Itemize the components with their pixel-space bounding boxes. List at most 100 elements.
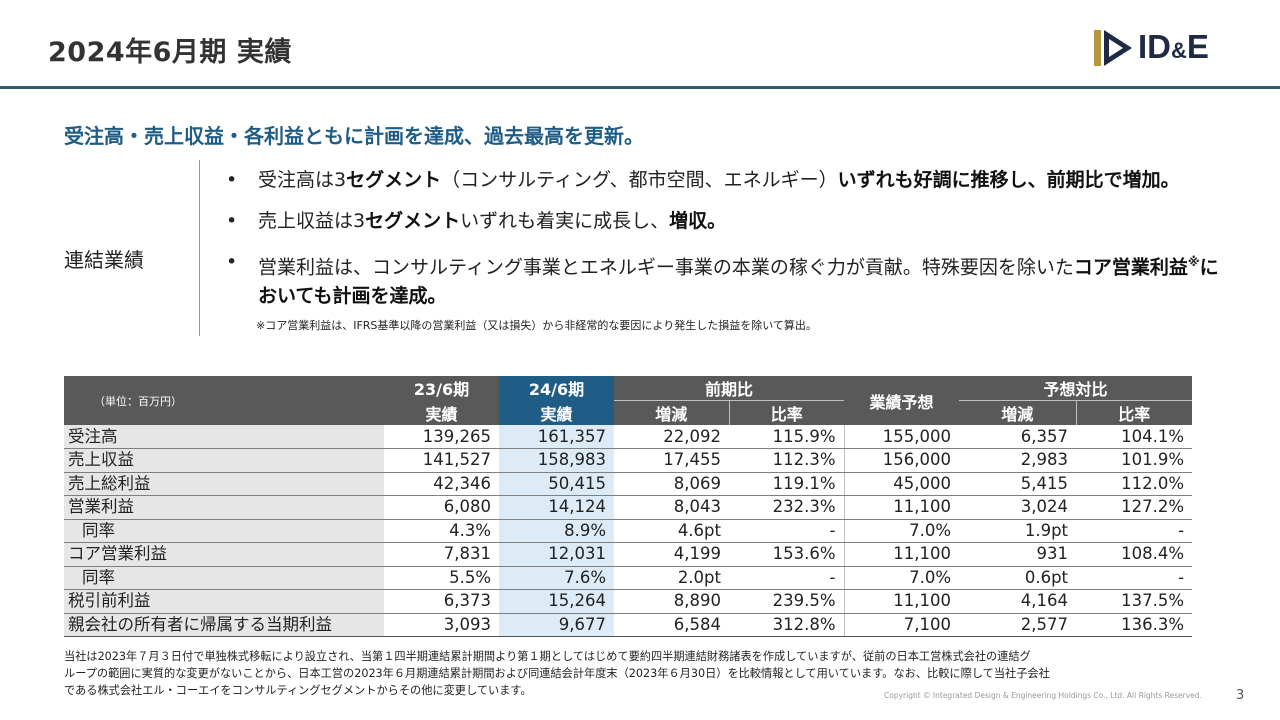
unit-label: （単位：百万円）: [64, 376, 384, 425]
curr-actual-cell: 14,124: [499, 495, 614, 520]
row-label: 同率: [64, 566, 384, 590]
yoy-change-cell: 2.0pt: [614, 566, 729, 590]
bullet-dot: •: [226, 169, 238, 191]
yoy-ratio-header: 比率: [728, 400, 845, 425]
yoy-change-cell: 8,069: [614, 472, 729, 496]
fc-change-cell: 6,357: [959, 425, 1077, 449]
yoy-ratio-cell: 115.9%: [729, 425, 845, 449]
table-row: 営業利益 6,080 14,124 8,043 232.3% 11,100 3,024 127…: [64, 495, 1193, 520]
yoy-change-cell: 22,092: [614, 425, 729, 449]
fc-ratio-cell: 101.9%: [1076, 448, 1193, 473]
yoy-change-cell: 8,890: [614, 589, 729, 614]
page-number: 3: [1236, 688, 1245, 703]
yoy-change-cell: 6,584: [614, 613, 729, 637]
fc-change-cell: 4,164: [959, 589, 1077, 614]
slide-header: 2024年6月期 実績 ID&E: [0, 0, 1280, 89]
fc-ratio-cell: 108.4%: [1076, 542, 1193, 567]
curr-period-header: 24/6期: [499, 376, 614, 401]
row-label: 営業利益: [64, 495, 384, 520]
financial-table: （単位：百万円） 23/6期 24/6期 前期比 業績予想 予想対比 実績 実績…: [64, 376, 1193, 637]
curr-actual-cell: 7.6%: [499, 566, 614, 590]
yoy-ratio-cell: 312.8%: [729, 613, 845, 637]
fc-ratio-cell: 127.2%: [1076, 495, 1193, 520]
forecast-cell: 11,100: [843, 495, 960, 520]
yoy-ratio-cell: 153.6%: [729, 542, 845, 567]
yoy-ratio-cell: -: [729, 566, 845, 590]
fc-ratio-cell: 137.5%: [1076, 589, 1193, 614]
section-divider: [199, 160, 200, 336]
forecast-cell: 11,100: [843, 589, 960, 614]
prev-actual-cell: 141,527: [384, 448, 499, 473]
copyright: Copyright © Integrated Design & Engineer…: [884, 691, 1202, 700]
row-label: 受注高: [64, 425, 384, 449]
forecast-cell: 7,100: [843, 613, 960, 637]
yoy-change-cell: 4,199: [614, 542, 729, 567]
prev-actual-cell: 7,831: [384, 542, 499, 567]
fc-change-cell: 5,415: [959, 472, 1077, 496]
yoy-ratio-cell: 119.1%: [729, 472, 845, 496]
header-divider: [0, 86, 1280, 89]
fc-ratio-cell: 104.1%: [1076, 425, 1193, 449]
table-row: 売上収益 141,527 158,983 17,455 112.3% 156,000 2,9…: [64, 448, 1193, 473]
fc-change-cell: 1.9pt: [959, 519, 1077, 543]
row-label: 同率: [64, 519, 384, 543]
prev-actual-cell: 6,373: [384, 589, 499, 614]
note-line: 当社は2023年７月３日付で単独株式移転により設立され、当第１四半期連結累計期間…: [64, 650, 1031, 663]
bullet-dot: •: [226, 210, 238, 232]
forecast-cell: 7.0%: [843, 519, 960, 543]
section-label: 連結業績: [64, 248, 144, 272]
forecast-cell: 45,000: [843, 472, 960, 496]
yoy-change-cell: 8,043: [614, 495, 729, 520]
logo-mark-icon: [1094, 30, 1132, 66]
curr-actual-cell: 12,031: [499, 542, 614, 567]
table-row: 親会社の所有者に帰属する当期利益 3,093 9,677 6,584 312.8% 7,1…: [64, 613, 1193, 637]
yoy-header: 前期比: [614, 376, 845, 401]
notes: 当社は2023年７月３日付で単独株式移転により設立され、当第１四半期連結累計期間…: [64, 648, 1204, 699]
table-row: 同率 4.3% 8.9% 4.6pt -7.0% 1.9pt -: [64, 519, 1193, 543]
curr-actual-header: 実績: [499, 400, 614, 425]
curr-actual-cell: 158,983: [499, 448, 614, 473]
curr-actual-cell: 9,677: [499, 613, 614, 637]
prev-actual-cell: 4.3%: [384, 519, 499, 543]
yoy-change-cell: 4.6pt: [614, 519, 729, 543]
logo-text: ID&E: [1138, 28, 1209, 65]
prev-actual-cell: 5.5%: [384, 566, 499, 590]
fc-change-cell: 2,577: [959, 613, 1077, 637]
page-title: 2024年6月期 実績: [48, 37, 292, 68]
yoy-ratio-cell: 112.3%: [729, 448, 845, 473]
table-row: 受注高 139,265 161,357 22,092 115.9% 155,000 6,35…: [64, 425, 1193, 449]
fc-change-cell: 3,024: [959, 495, 1077, 520]
row-label: 税引前利益: [64, 589, 384, 614]
curr-actual-cell: 50,415: [499, 472, 614, 496]
headline: 受注高・売上収益・各利益ともに計画を達成、過去最高を更新。: [64, 124, 644, 148]
row-label: 親会社の所有者に帰属する当期利益: [64, 613, 384, 637]
prev-actual-cell: 6,080: [384, 495, 499, 520]
fc-ratio-header: 比率: [1075, 400, 1193, 425]
prev-actual-cell: 42,346: [384, 472, 499, 496]
forecast-cell: 11,100: [843, 542, 960, 567]
curr-actual-cell: 161,357: [499, 425, 614, 449]
yoy-ratio-cell: 232.3%: [729, 495, 845, 520]
footnote: ※コア営業利益は、IFRS基準以降の営業利益（又は損失）から非経常的な要因により…: [256, 319, 817, 332]
bullet-item: • 受注高は3セグメント（コンサルティング、都市空間、エネルギー）いずれも好調に…: [224, 166, 1224, 195]
fc-ratio-cell: -: [1076, 519, 1193, 543]
row-label: 売上収益: [64, 448, 384, 473]
prev-period-header: 23/6期: [384, 376, 499, 401]
fc-change-cell: 2,983: [959, 448, 1077, 473]
fc-change-cell: 931: [959, 542, 1077, 567]
note-line: ループの範囲に実質的な変更がないことから、日本工営の2023年６月期連結累計期間…: [64, 667, 1050, 680]
bullet-dot: •: [226, 251, 238, 273]
company-logo: ID&E: [1094, 28, 1244, 68]
forecast-header: 業績予想: [844, 376, 960, 425]
yoy-ratio-cell: 239.5%: [729, 589, 845, 614]
fc-change-header: 増減: [959, 400, 1077, 425]
table-row: 売上総利益 42,346 50,415 8,069 119.1% 45,000 5,415 1…: [64, 472, 1193, 496]
fc-ratio-cell: 112.0%: [1076, 472, 1193, 496]
yoy-change-header: 増減: [614, 400, 729, 425]
prev-actual-header: 実績: [384, 400, 499, 425]
bullet-list: • 受注高は3セグメント（コンサルティング、都市空間、エネルギー）いずれも好調に…: [224, 166, 1224, 311]
row-label: 売上総利益: [64, 472, 384, 496]
yoy-change-cell: 17,455: [614, 448, 729, 473]
financial-table-body: 受注高 139,265 161,357 22,092 115.9% 155,000 6,35…: [64, 425, 1193, 637]
prev-actual-cell: 3,093: [384, 613, 499, 637]
